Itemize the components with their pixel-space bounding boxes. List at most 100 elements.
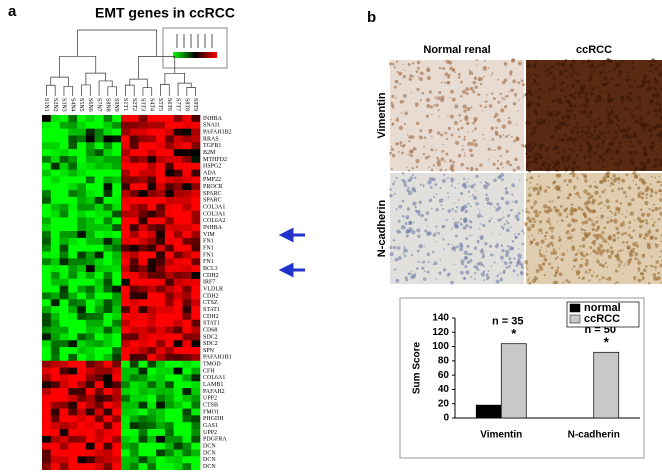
ihc-texture — [564, 167, 569, 172]
ihc-texture — [465, 224, 469, 228]
ihc-texture — [526, 143, 529, 146]
heatmap-cell — [164, 401, 174, 409]
heatmap-cell — [173, 435, 183, 443]
ihc-texture — [576, 72, 579, 76]
ihc-texture — [617, 211, 620, 214]
ihc-texture — [403, 246, 406, 249]
ihc-texture — [562, 123, 566, 126]
ihc-texture — [586, 136, 589, 139]
ihc-texture — [389, 188, 392, 191]
ihc-texture — [552, 161, 555, 164]
ihc-texture — [573, 265, 576, 268]
ihc-texture — [482, 255, 485, 259]
ihc-texture — [497, 175, 502, 180]
heatmap-cell — [94, 115, 104, 123]
ihc-texture — [508, 260, 513, 265]
ihc-texture — [467, 143, 470, 147]
ihc-texture — [612, 174, 616, 178]
arrow — [278, 262, 305, 278]
ihc-texture — [433, 261, 438, 266]
ihc-texture — [391, 122, 394, 125]
ihc-texture — [546, 158, 548, 161]
ihc-texture — [512, 269, 516, 273]
ihc-texture — [479, 236, 481, 238]
heatmap-cell — [68, 326, 78, 334]
ihc-texture — [579, 263, 584, 268]
ihc-texture — [415, 165, 419, 169]
heatmap-cell — [77, 435, 87, 443]
heatmap-cell — [42, 265, 52, 273]
ihc-texture — [586, 125, 591, 130]
ihc-texture — [616, 257, 621, 262]
ihc-texture — [391, 153, 396, 158]
gene-label: CTSB — [203, 403, 218, 409]
ihc-texture — [401, 199, 405, 203]
heatmap-cell — [68, 128, 78, 136]
ihc-texture — [407, 179, 410, 182]
heatmap-cell — [59, 442, 69, 450]
ihc-texture — [641, 276, 645, 280]
ihc-texture — [485, 273, 489, 277]
ihc-texture — [650, 70, 652, 72]
heatmap-cell — [164, 333, 174, 341]
heatmap-cell — [77, 251, 87, 259]
ihc-texture — [459, 222, 463, 226]
heatmap-cell — [156, 435, 166, 443]
color-key-bar — [173, 52, 217, 58]
heatmap-cell — [156, 312, 166, 321]
ihc-texture — [396, 116, 399, 119]
ihc-texture — [643, 152, 647, 156]
heatmap-cell — [129, 326, 139, 334]
ihc-texture — [634, 106, 639, 110]
ihc-texture — [612, 97, 615, 100]
ihc-texture — [572, 228, 576, 232]
ihc-texture — [501, 124, 507, 129]
heatmap-cell — [191, 217, 201, 225]
ihc-texture — [573, 71, 575, 74]
ihc-texture — [421, 266, 425, 270]
heatmap-cell — [77, 340, 87, 348]
ihc-texture — [639, 84, 644, 89]
heatmap-cell — [147, 408, 157, 416]
ihc-texture — [551, 244, 554, 247]
heatmap-cell — [77, 353, 87, 362]
color-key — [162, 27, 228, 69]
ihc-texture — [531, 146, 535, 150]
bar — [475, 404, 502, 419]
heatmap-cell — [156, 155, 166, 164]
ihc-texture — [628, 107, 631, 110]
heatmap-cell — [50, 135, 60, 143]
ihc-texture — [590, 120, 592, 122]
ihc-texture — [602, 238, 607, 243]
heatmap-cell — [129, 210, 139, 218]
heatmap-cell — [103, 312, 113, 321]
ihc-texture — [473, 183, 476, 186]
ihc-texture — [475, 59, 479, 62]
heatmap-cell — [138, 237, 148, 246]
ihc-texture — [423, 245, 425, 248]
ihc-texture — [430, 148, 434, 152]
ihc-texture — [586, 142, 590, 146]
ihc-texture — [592, 109, 594, 111]
ihc-texture — [588, 271, 590, 274]
ihc-texture — [543, 257, 548, 262]
heatmap-cell — [50, 326, 60, 334]
ihc-texture — [596, 225, 601, 230]
heatmap-cell — [173, 374, 183, 382]
ihc-texture — [422, 145, 425, 148]
heatmap-cell — [94, 463, 104, 471]
heatmap-cell — [77, 347, 87, 355]
heatmap-cell — [59, 190, 69, 198]
heatmap-cell — [50, 353, 60, 362]
heatmap-cell — [103, 394, 113, 403]
ihc-texture — [590, 274, 594, 277]
heatmap-cell — [182, 237, 192, 246]
dendrogram-link — [125, 84, 135, 96]
heatmap-cell — [147, 142, 157, 150]
ihc-texture — [595, 67, 597, 69]
ihc-texture — [578, 195, 581, 198]
heatmap-cell — [112, 285, 122, 293]
ihc-texture — [453, 263, 455, 265]
ihc-texture — [440, 133, 444, 137]
heatmap-cell — [94, 292, 104, 300]
